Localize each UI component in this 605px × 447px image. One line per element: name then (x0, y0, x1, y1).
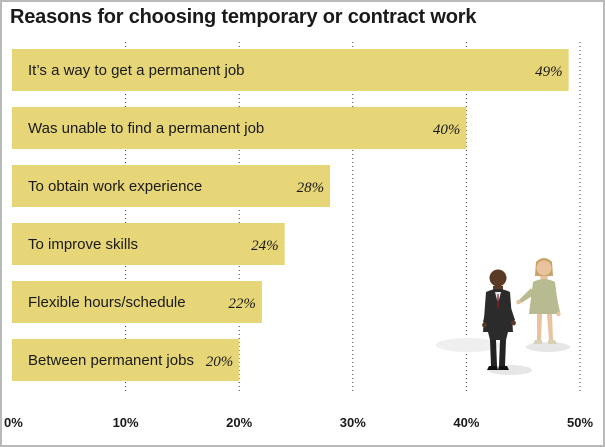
bar-2 (12, 107, 467, 149)
bar-5 (12, 281, 262, 323)
category-label-6: Between permanent jobs (28, 352, 194, 369)
value-label-3: 28% (297, 180, 325, 196)
tick-label-0: 0% (4, 415, 23, 430)
chart-title: Reasons for choosing temporary or contra… (10, 6, 477, 28)
category-label-4: To improve skills (28, 236, 138, 253)
bar-3 (12, 165, 331, 207)
value-label-4: 24% (251, 238, 279, 254)
bar-labels: It’s a way to get a permanent job 49% Was … (28, 62, 563, 370)
category-label-5: Flexible hours/schedule (28, 294, 186, 311)
tick-label-30: 30% (340, 415, 366, 430)
value-label-2: 40% (433, 122, 461, 138)
category-label-3: To obtain work experience (28, 178, 202, 195)
value-label-6: 20% (206, 354, 234, 370)
category-label-1: It’s a way to get a permanent job (28, 62, 245, 79)
category-label-2: Was unable to find a permanent job (28, 120, 264, 137)
tick-label-50: 50% (567, 415, 593, 430)
bar-1 (12, 49, 569, 91)
x-axis-ticks: 0% 10% 20% 30% 40% 50% (4, 415, 593, 430)
woman-figure (516, 258, 561, 344)
tick-label-20: 20% (226, 415, 252, 430)
value-label-5: 22% (228, 296, 256, 312)
two-business-people-icon (436, 258, 570, 375)
tick-label-40: 40% (453, 415, 479, 430)
bar-4 (12, 223, 285, 265)
tick-label-10: 10% (113, 415, 139, 430)
value-label-1: 49% (535, 64, 563, 80)
bars (12, 49, 569, 381)
bar-6 (12, 339, 240, 381)
man-figure (482, 269, 516, 370)
